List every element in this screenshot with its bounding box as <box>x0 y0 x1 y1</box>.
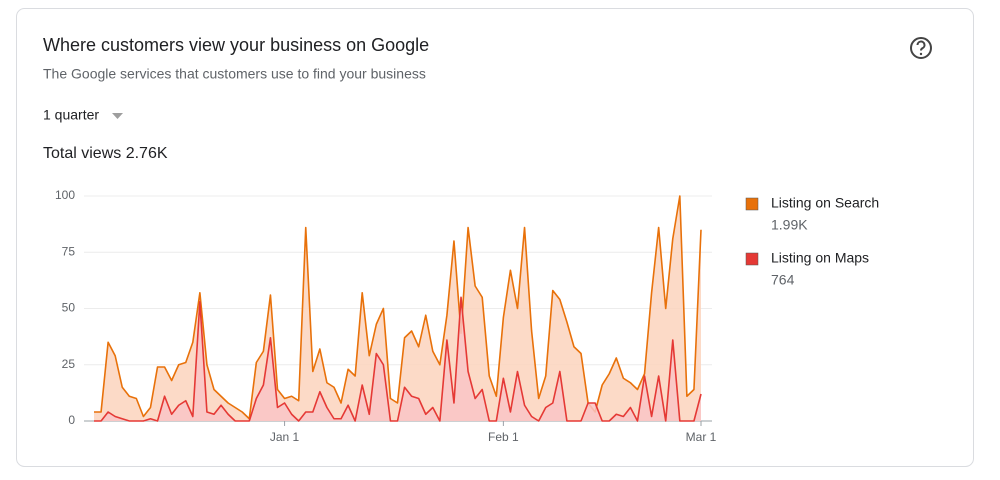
y-tick-label: 75 <box>62 244 76 258</box>
y-tick-label: 50 <box>62 301 76 315</box>
help-glyph[interactable] <box>916 40 926 51</box>
y-tick-label: 25 <box>62 357 76 371</box>
help-icon[interactable] <box>910 37 932 59</box>
dropdown-arrow[interactable] <box>112 113 123 119</box>
legend-total: 764 <box>771 272 795 288</box>
legend-total: 1.99K <box>771 217 808 233</box>
total-views: Total views 2.76K <box>43 145 168 162</box>
legend-label: Listing on Search <box>771 195 879 211</box>
card-title: Where customers view your business on Go… <box>43 35 429 55</box>
series-line <box>94 195 702 420</box>
series-line <box>94 296 702 422</box>
x-tick-label: Feb 1 <box>488 430 519 444</box>
period-label[interactable]: 1 quarter <box>43 107 99 123</box>
legend-swatch <box>745 197 759 211</box>
plot: 0 25 50 75 100 Jan 1 Feb 1 Mar 1 Listing on Sear… <box>55 188 879 444</box>
area-fill <box>94 297 701 421</box>
x-tick-label: Jan 1 <box>270 430 300 444</box>
help-circle[interactable] <box>910 37 932 59</box>
period-dropdown[interactable]: 1 quarter <box>43 107 123 123</box>
card-subtitle: The Google services that customers use t… <box>43 66 426 82</box>
legend-swatch <box>745 252 759 266</box>
y-tick-label: 100 <box>55 188 75 202</box>
card <box>16 8 974 467</box>
legend-label: Listing on Maps <box>771 250 869 266</box>
help-dot[interactable] <box>919 52 923 56</box>
y-tick-label: 0 <box>68 413 75 427</box>
area-fill <box>94 196 701 421</box>
x-tick-label: Mar 1 <box>686 430 717 444</box>
